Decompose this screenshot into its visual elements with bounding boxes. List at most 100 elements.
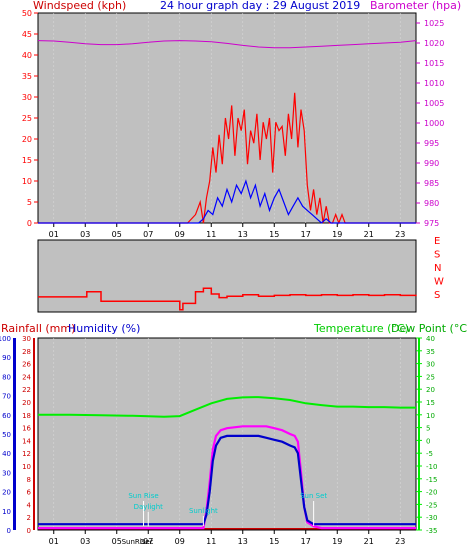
- barometer-tick-label: 980: [424, 199, 439, 208]
- wind-time-axis: 01 03 05 07 09 11 13 15 17 19 21 23: [49, 223, 405, 239]
- barometer-tick-label: 1020: [424, 39, 444, 48]
- rainfall-tick-label: 18: [22, 412, 31, 420]
- dewpoint-axis-title: Dew Point (°C): [391, 322, 467, 335]
- marker-label: Sun Rise: [128, 492, 158, 500]
- direction-panel: [37, 239, 417, 313]
- barometer-line: [37, 40, 417, 49]
- rainfall-tick-label: 12: [22, 450, 31, 458]
- rainfall-tick-label: 4: [27, 501, 32, 509]
- rainfall-tick-label: 22: [22, 386, 31, 394]
- rainfall-tick-label: 10: [22, 463, 31, 471]
- barometer-tick-label: 985: [424, 179, 439, 188]
- windspeed-tick-label: 10: [22, 177, 32, 186]
- x-tick-label: 09: [175, 230, 185, 239]
- x-tick-label: 05: [112, 537, 122, 546]
- windspeed-average-line: [38, 179, 416, 224]
- windspeed-tick-label: 40: [22, 51, 32, 60]
- x-tick-label: 19: [332, 537, 342, 546]
- x-tick-label: 01: [49, 537, 59, 546]
- rainfall-tick-label: 8: [27, 476, 31, 484]
- barometer-tick-label: 1005: [424, 99, 444, 108]
- marker-label: Daylight: [134, 503, 164, 511]
- sun-markers: Sun Rise Daylight Sun Set Sunlight: [128, 492, 327, 526]
- rainfall-tick-label: 24: [22, 373, 31, 381]
- temperature-tick-label: 35: [426, 348, 435, 356]
- direction-label: W: [434, 277, 444, 288]
- humidity-axis-ticks: 0 10 20 30 40 50 60 70 80 90 100: [0, 335, 11, 535]
- rainfall-tick-label: 30: [22, 335, 31, 343]
- barometer-tick-label: 995: [424, 139, 439, 148]
- wind-series: [37, 40, 417, 225]
- x-tick-label: 15: [269, 230, 279, 239]
- windspeed-tick-label: 50: [22, 9, 32, 18]
- climate-series: [38, 396, 416, 530]
- humidity-tick-label: 60: [2, 412, 11, 420]
- temperature-tick-label: 25: [426, 373, 435, 381]
- humidity-tick-label: 90: [2, 354, 11, 362]
- x-tick-label: 13: [238, 230, 248, 239]
- humidity-tick-label: 30: [2, 469, 11, 477]
- direction-label: S: [434, 250, 440, 261]
- rainfall-tick-label: 2: [27, 514, 31, 522]
- temperature-tick-label: -5: [426, 450, 433, 458]
- x-tick-label: 07: [143, 537, 153, 546]
- windspeed-tick-label: 0: [27, 219, 32, 228]
- x-tick-label: 17: [301, 537, 311, 546]
- temperature-tick-label: 10: [426, 412, 435, 420]
- x-tick-label: 17: [301, 230, 311, 239]
- temperature-axis-title: Temperature (°C): [313, 322, 409, 335]
- humidity-tick-label: 20: [2, 489, 11, 497]
- windspeed-tick-label: 15: [22, 156, 32, 165]
- x-tick-label: 07: [143, 230, 153, 239]
- temperature-tick-label: -25: [426, 501, 437, 509]
- barometer-tick-label: 975: [424, 219, 439, 228]
- climate-grid: [53, 338, 401, 530]
- temperature-tick-label: -20: [426, 489, 437, 497]
- windspeed-tick-label: 35: [22, 72, 32, 81]
- x-annotation: SunRise: [122, 538, 150, 546]
- temperature-axis-bar: [418, 338, 420, 530]
- humidity-axis-bar: [13, 338, 16, 530]
- x-tick-label: 13: [238, 537, 248, 546]
- temperature-tick-label: -10: [426, 463, 437, 471]
- temperature-tick-label: -30: [426, 514, 437, 522]
- windspeed-tick-label: 20: [22, 135, 32, 144]
- marker-label: Sun Set: [300, 492, 327, 500]
- temperature-tick-label: -15: [426, 476, 437, 484]
- rainfall-tick-label: 0: [27, 527, 31, 535]
- marker-label: Sunlight: [189, 507, 218, 515]
- barometer-axis-title: Barometer (hpa): [370, 0, 461, 12]
- rainfall-tick-label: 20: [22, 399, 31, 407]
- humidity-line: [38, 434, 416, 526]
- barometer-tick-label: 1010: [424, 79, 444, 88]
- x-annotation: Dec: [140, 538, 154, 546]
- climate-panel: [37, 337, 417, 531]
- rainfall-tick-label: 26: [22, 361, 31, 369]
- humidity-tick-label: 50: [2, 431, 11, 439]
- rainfall-tick-label: 16: [22, 425, 31, 433]
- direction-label: N: [434, 263, 441, 274]
- x-tick-label: 19: [332, 230, 342, 239]
- rainfall-tick-label: 6: [27, 489, 32, 497]
- humidity-tick-label: 40: [2, 450, 11, 458]
- windspeed-tick-label: 25: [22, 114, 32, 123]
- humidity-tick-label: 100: [0, 335, 11, 343]
- barometer-tick-label: 1015: [424, 59, 444, 68]
- temperature-tick-label: 40: [426, 335, 435, 343]
- direction-label: E: [434, 236, 440, 247]
- humidity-tick-label: 70: [2, 393, 11, 401]
- temperature-tick-label: 5: [426, 425, 430, 433]
- humidity-tick-label: 80: [2, 373, 11, 381]
- barometer-tick-label: 990: [424, 159, 439, 168]
- windspeed-axis-ticks: 0 5 10 15 20 25 30 35 40 45 50: [22, 9, 38, 228]
- x-tick-label: 11: [206, 230, 216, 239]
- direction-label: S: [434, 290, 440, 301]
- temperature-tick-label: -35: [426, 527, 437, 535]
- x-tick-label: 21: [364, 230, 374, 239]
- temperature-axis-ticks: -35 -30 -25 -20 -15 -10 -5 0 5 10 15 20 25 30 35 40: [416, 335, 437, 535]
- windspeed-line: [38, 92, 416, 225]
